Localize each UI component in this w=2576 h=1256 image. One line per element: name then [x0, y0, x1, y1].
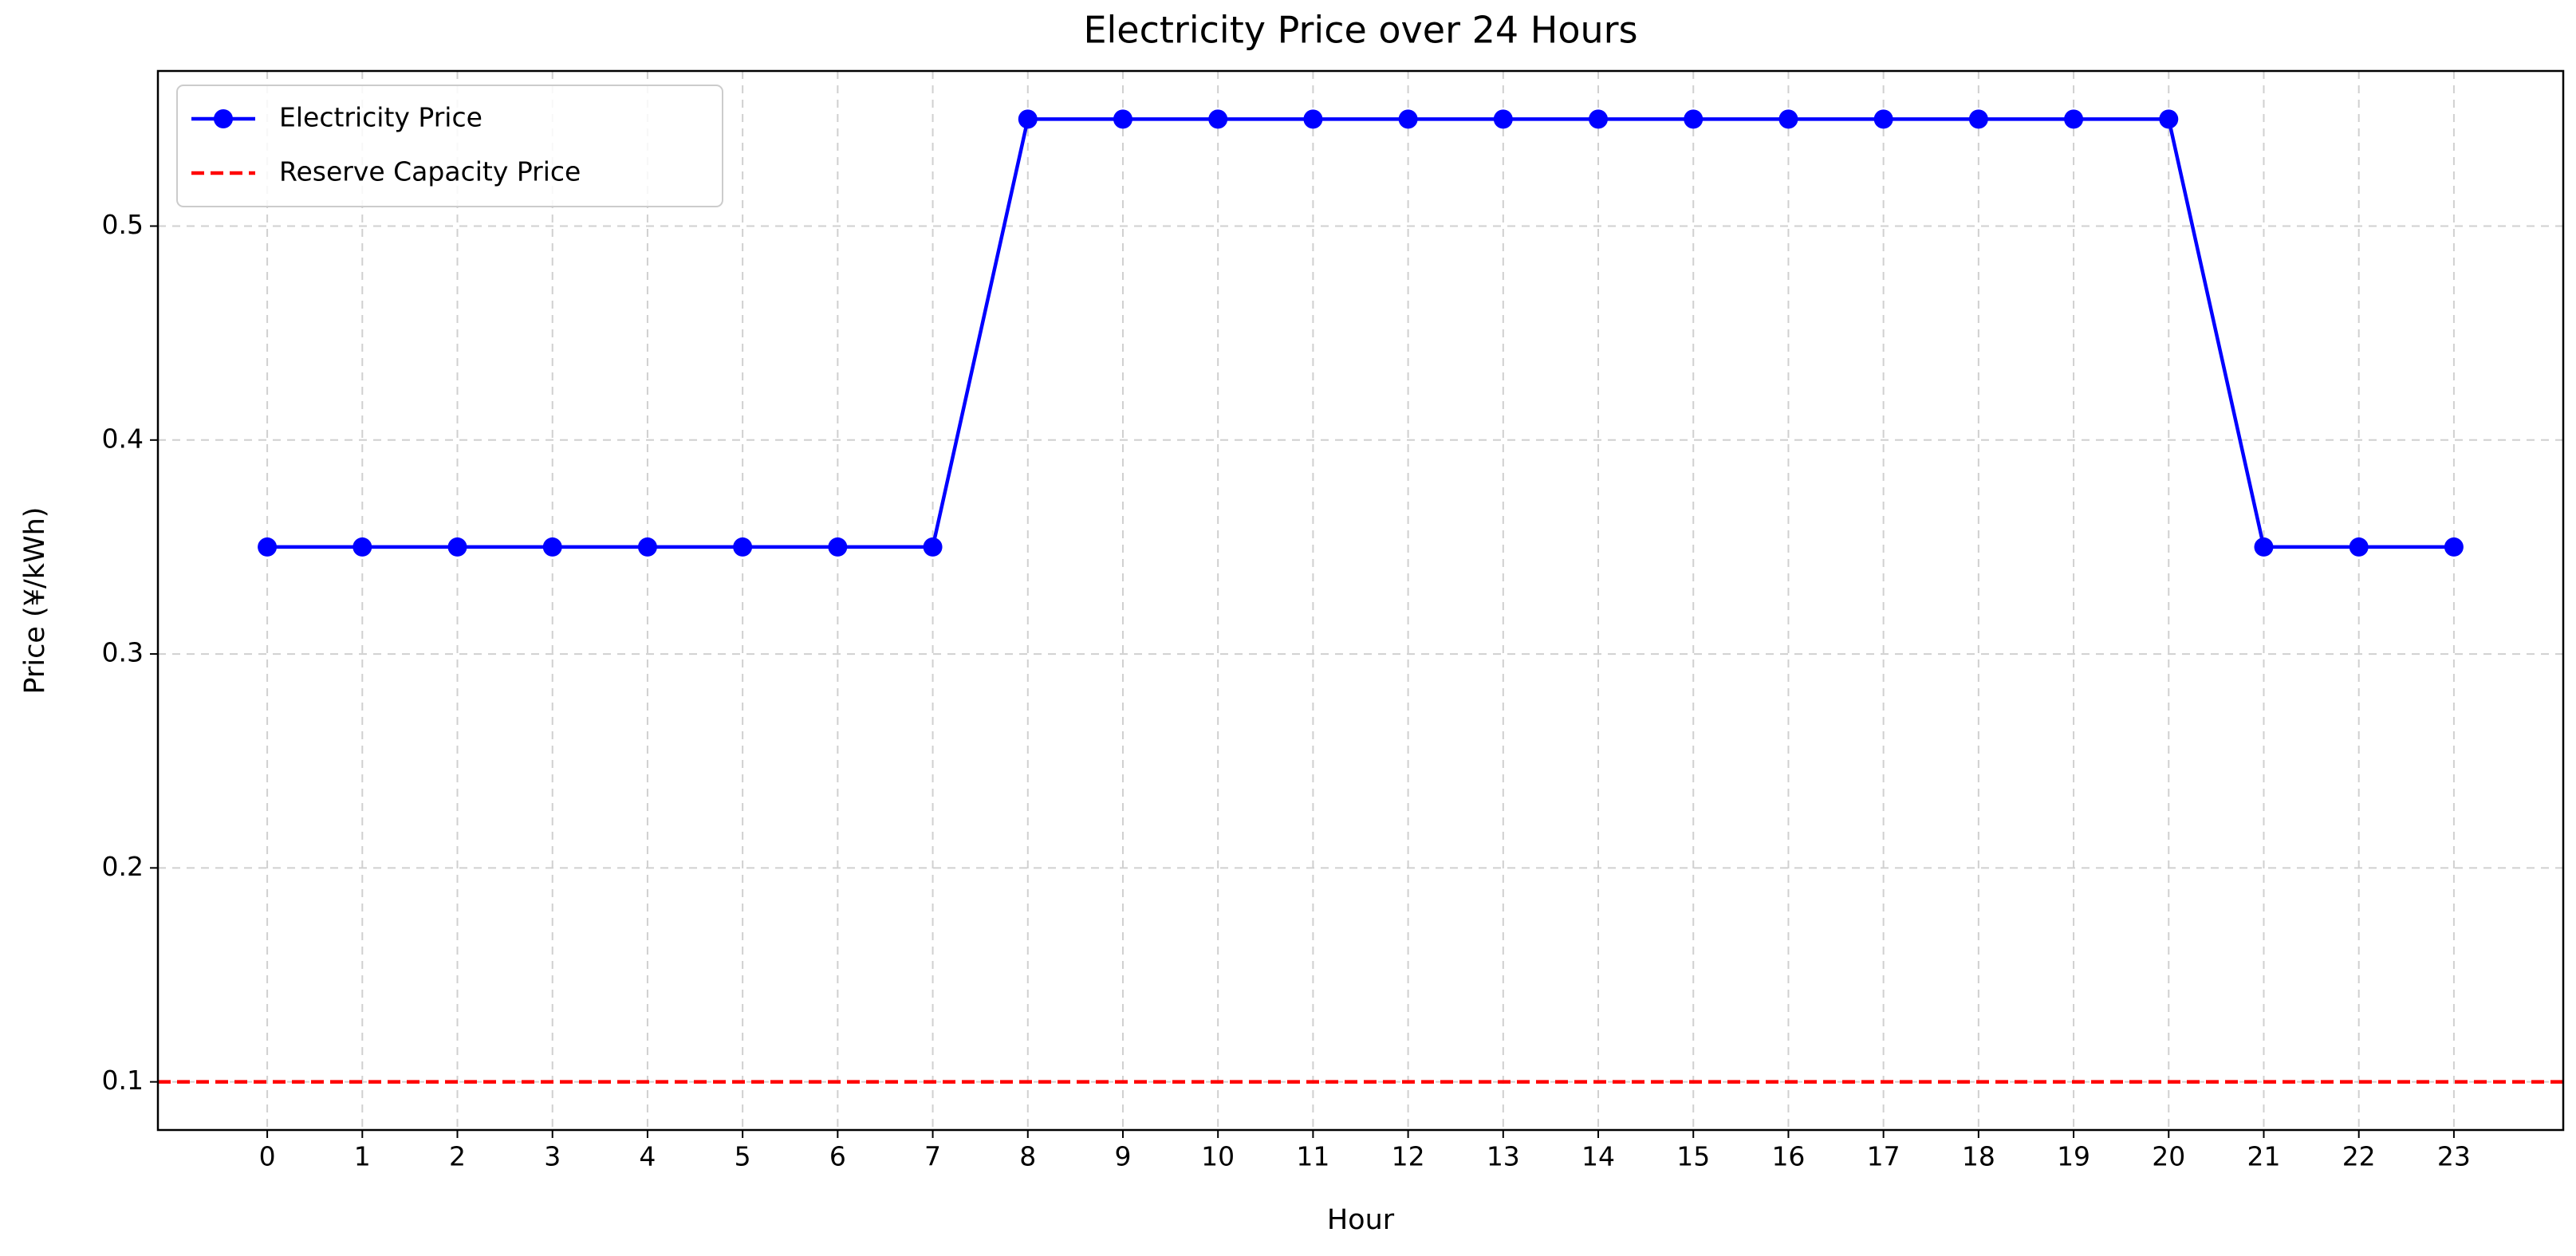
x-tick-label: 19: [2057, 1141, 2090, 1172]
data-point: [2444, 537, 2464, 557]
x-tick-label: 14: [1581, 1141, 1615, 1172]
data-point: [733, 537, 753, 557]
data-point: [258, 537, 278, 557]
x-tick-label: 20: [2152, 1141, 2185, 1172]
x-tick-label: 7: [924, 1141, 941, 1172]
x-tick-label: 23: [2437, 1141, 2471, 1172]
x-tick-label: 6: [829, 1141, 846, 1172]
legend-marker: [214, 109, 233, 128]
data-point: [1113, 109, 1132, 129]
x-tick-label: 9: [1114, 1141, 1131, 1172]
data-point: [637, 537, 657, 557]
legend-box: [176, 85, 723, 207]
x-tick-label: 17: [1867, 1141, 1900, 1172]
legend-label: Reserve Capacity Price: [279, 156, 581, 187]
x-tick-label: 1: [354, 1141, 371, 1172]
chart-title: Electricity Price over 24 Hours: [1083, 9, 1637, 52]
data-point: [1968, 109, 1988, 129]
data-point: [353, 537, 372, 557]
x-tick-label: 15: [1676, 1141, 1710, 1172]
data-point: [2254, 537, 2274, 557]
x-tick-label: 2: [449, 1141, 466, 1172]
data-point: [2159, 109, 2179, 129]
x-tick-label: 18: [1962, 1141, 1995, 1172]
x-tick-label: 12: [1392, 1141, 1425, 1172]
data-point: [1018, 109, 1038, 129]
data-point: [1589, 109, 1609, 129]
data-point: [2349, 537, 2369, 557]
x-tick-label: 11: [1296, 1141, 1329, 1172]
plot-frame: [156, 69, 2565, 1132]
data-point: [1493, 109, 1513, 129]
data-point: [1684, 109, 1704, 129]
data-point: [1303, 109, 1323, 129]
x-tick-label: 4: [639, 1141, 656, 1172]
data-point: [1208, 109, 1228, 129]
y-tick-label: 0.3: [102, 637, 144, 668]
x-tick-label: 10: [1201, 1141, 1235, 1172]
legend: Electricity Price Reserve Capacity Price: [176, 85, 723, 207]
x-tick-label: 16: [1771, 1141, 1805, 1172]
data-point: [828, 537, 848, 557]
x-tick-label: 21: [2247, 1141, 2280, 1172]
x-tick-label: 5: [735, 1141, 751, 1172]
data-point: [1873, 109, 1893, 129]
x-axis-label: Hour: [1327, 1204, 1395, 1236]
y-tick-label: 0.4: [102, 423, 144, 454]
y-axis-label: Price (¥/kWh): [19, 507, 51, 695]
y-tick-label: 0.2: [102, 851, 144, 882]
x-tick-label: 22: [2342, 1141, 2376, 1172]
data-point: [923, 537, 943, 557]
y-tick-label: 0.5: [102, 209, 144, 240]
legend-label: Electricity Price: [279, 102, 483, 133]
x-tick-label: 8: [1019, 1141, 1036, 1172]
x-tick-label: 13: [1487, 1141, 1520, 1172]
y-tick-label: 0.1: [102, 1065, 144, 1096]
data-point: [1778, 109, 1798, 129]
x-tick-label: 0: [259, 1141, 276, 1172]
data-point: [542, 537, 562, 557]
data-line: [267, 117, 2454, 549]
data-point: [2064, 109, 2084, 129]
data-point: [447, 537, 467, 557]
data-point: [1398, 109, 1418, 129]
x-tick-label: 3: [544, 1141, 561, 1172]
